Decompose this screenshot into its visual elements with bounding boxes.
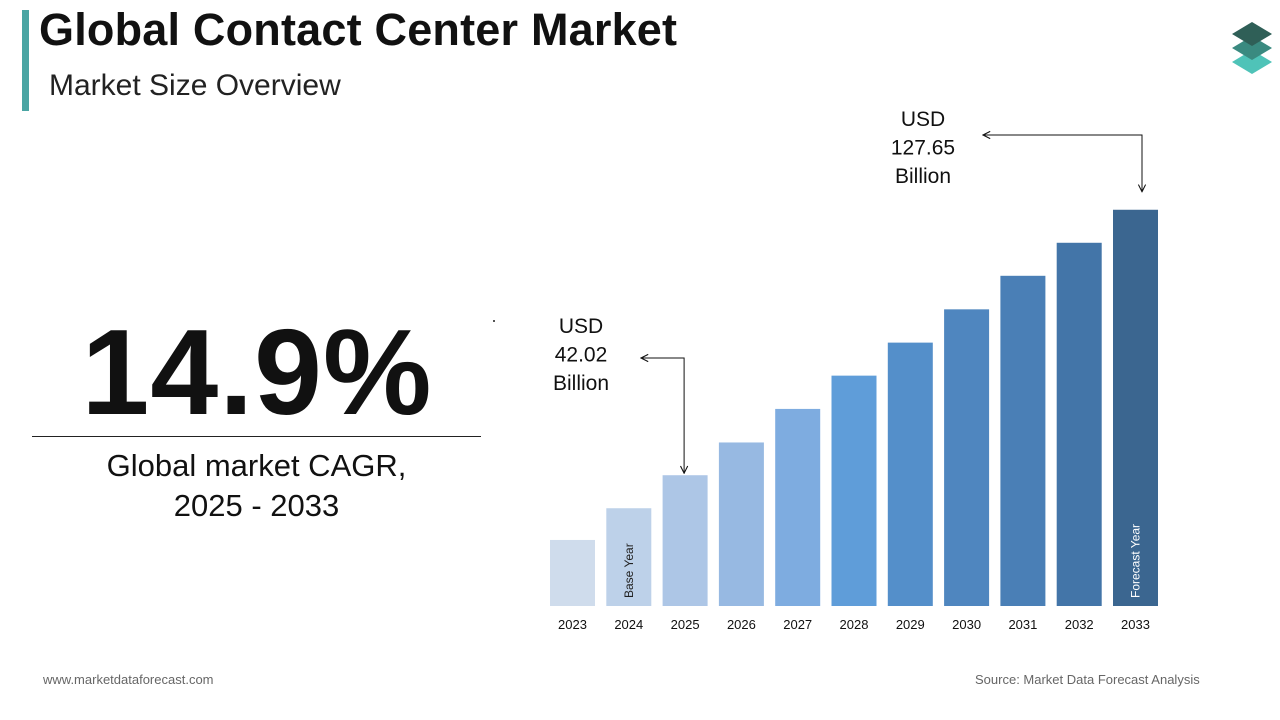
page-subtitle: Market Size Overview — [49, 69, 341, 102]
bar-note-2033: Forecast Year — [1129, 524, 1143, 598]
callout-2033-line3: Billion — [895, 165, 951, 188]
page-title: Global Contact Center Market — [39, 4, 678, 55]
bar-2033 — [1113, 209, 1158, 606]
callout-2025-line1: USD — [559, 315, 603, 338]
x-tick-label-2027: 2027 — [783, 617, 812, 632]
stacked-layers-icon — [1232, 22, 1272, 74]
x-tick-label-2029: 2029 — [896, 617, 925, 632]
bar-2026 — [718, 442, 764, 606]
callout-2025-line3: Billion — [553, 372, 609, 395]
cagr-label-line1: Global market CAGR, — [106, 448, 407, 483]
decorative-dot — [493, 320, 495, 322]
x-tick-label-2026: 2026 — [727, 617, 756, 632]
cagr-divider — [32, 436, 481, 437]
bars-layer: Base Year Forecast Year — [550, 209, 1158, 606]
year-labels-layer: 2023 2024 2025 2026 2027 2028 2029 2030 2031 2032… — [558, 617, 1150, 632]
x-tick-label-2025: 2025 — [671, 617, 700, 632]
cagr-label-line2: 2025 - 2033 — [173, 488, 340, 523]
title-accent-bar — [22, 10, 29, 111]
website-url: www.marketdataforecast.com — [43, 672, 214, 687]
x-tick-label-2033: 2033 — [1121, 617, 1150, 632]
callout-arrow-2033 — [983, 135, 1142, 192]
annotations-layer: USD 42.02 Billion USD 127.65 Billion — [553, 108, 1142, 473]
bar-2023 — [550, 539, 595, 606]
bar-2032 — [1056, 242, 1102, 606]
bar-2031 — [1000, 275, 1046, 606]
x-tick-label-2028: 2028 — [840, 617, 869, 632]
bar-2028 — [831, 375, 877, 606]
bar-2025 — [662, 475, 708, 606]
bar-2029 — [887, 342, 933, 606]
x-tick-label-2024: 2024 — [614, 617, 643, 632]
cagr-value: 14.9% — [81, 304, 433, 440]
source-note: Source: Market Data Forecast Analysis — [975, 672, 1200, 687]
callout-2033-line1: USD — [901, 108, 945, 131]
bar-2030 — [944, 309, 990, 606]
bar-2027 — [775, 408, 821, 606]
callout-2025-line2: 42.02 — [555, 344, 608, 367]
bar-2024 — [606, 508, 652, 606]
callout-2033-line2: 127.65 — [891, 137, 955, 160]
x-tick-label-2030: 2030 — [952, 617, 981, 632]
x-tick-label-2023: 2023 — [558, 617, 587, 632]
x-tick-label-2032: 2032 — [1065, 617, 1094, 632]
callout-arrow-2025 — [641, 358, 684, 473]
x-tick-label-2031: 2031 — [1008, 617, 1037, 632]
bar-note-2024: Base Year — [622, 543, 636, 598]
cagr-label: Global market CAGR, 2025 - 2033 — [32, 446, 481, 526]
